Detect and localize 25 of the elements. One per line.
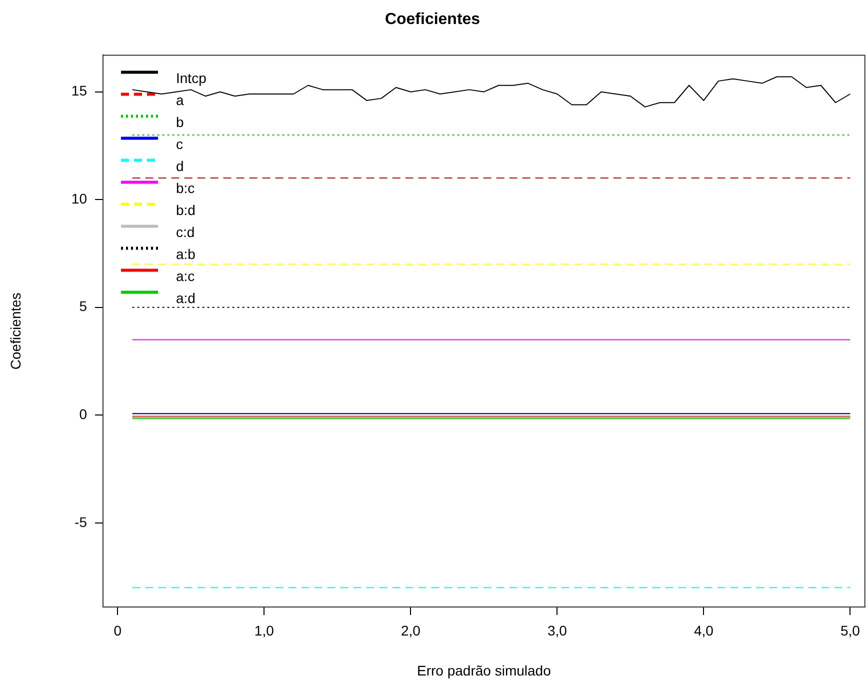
chart-title: Coeficientes [384,11,480,28]
y-tick-label: -5 [74,514,88,530]
legend-label: a:c [176,268,195,284]
legend-label: a [176,92,184,108]
x-tick-label: 4,0 [694,622,714,638]
legend-label: Intcp [176,70,207,86]
legend-label: a:d [176,290,196,306]
y-axis-title: Coeficientes [7,292,24,370]
y-tick-label: 10 [71,190,88,206]
x-tick-label: 0 [114,622,122,638]
y-tick-label: 5 [79,298,88,314]
x-tick-label: 1,0 [254,622,274,638]
x-tick-label: 2,0 [400,622,421,638]
x-axis-title: Erro padrão simulado [417,662,552,678]
legend-label: d [176,158,184,174]
legend-label: a:b [176,246,196,262]
legend-label: b:c [176,180,195,196]
x-tick-label: 5,0 [840,622,860,638]
y-tick-label: 15 [71,82,88,99]
legend-label: b:d [176,202,196,218]
legend-label: c [176,136,183,152]
legend-label: c:d [176,224,195,240]
x-tick-label: 3,0 [547,622,568,638]
y-tick-label: 0 [79,406,88,422]
legend-label: b [176,114,184,130]
